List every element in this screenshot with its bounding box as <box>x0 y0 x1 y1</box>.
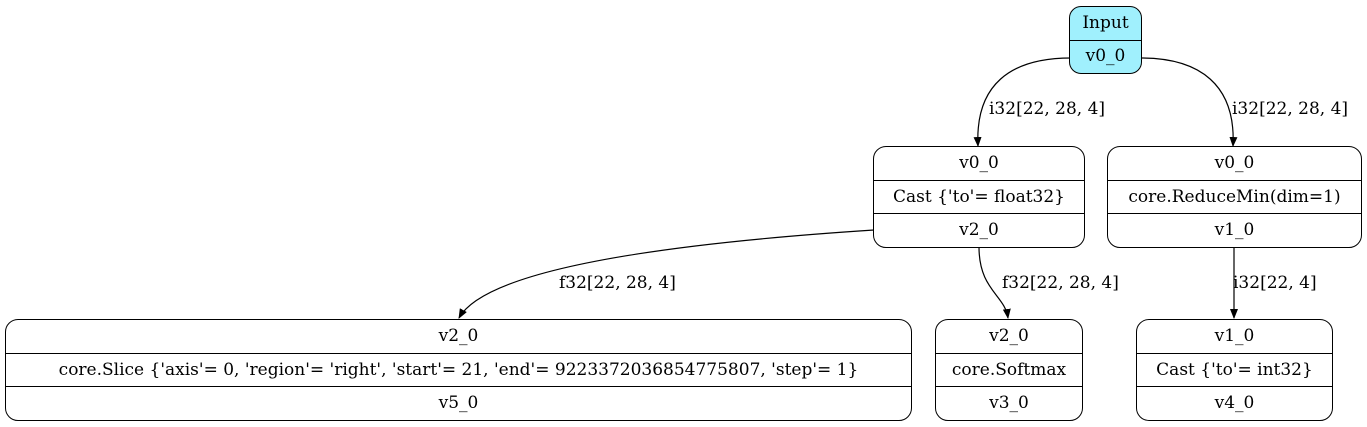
node-reducemin-output: v1_0 <box>1108 213 1361 247</box>
node-slice-op: core.Slice {'axis'= 0, 'region'= 'right'… <box>6 352 911 387</box>
edge-label-reducemin-to-cast: i32[22, 4] <box>1233 273 1317 293</box>
node-cast-float32-output: v2_0 <box>874 213 1084 247</box>
node-softmax-op: core.Softmax <box>936 352 1082 387</box>
node-reducemin[interactable]: v0_0 core.ReduceMin(dim=1) v1_0 <box>1107 146 1362 248</box>
edge-label-cast-to-softmax: f32[22, 28, 4] <box>1002 273 1119 293</box>
edge-label-input-to-reducemin: i32[22, 28, 4] <box>1232 99 1349 119</box>
node-cast-int32-input: v1_0 <box>1214 325 1255 346</box>
node-slice-output: v5_0 <box>6 386 911 420</box>
node-cast-int32-op: Cast {'to'= int32} <box>1137 352 1332 387</box>
node-cast-float32[interactable]: v0_0 Cast {'to'= float32} v2_0 <box>873 146 1085 248</box>
node-reducemin-input: v0_0 <box>1214 152 1255 173</box>
node-cast-int32-output: v4_0 <box>1137 386 1332 420</box>
edge-label-cast-to-slice: f32[22, 28, 4] <box>559 273 676 293</box>
node-softmax-output: v3_0 <box>936 386 1082 420</box>
edge-input-to-cast <box>973 57 1072 147</box>
node-cast-int32[interactable]: v1_0 Cast {'to'= int32} v4_0 <box>1136 319 1333 421</box>
edge-cast-to-slice <box>458 229 875 319</box>
node-softmax[interactable]: v2_0 core.Softmax v3_0 <box>935 319 1083 421</box>
node-softmax-input: v2_0 <box>989 325 1029 346</box>
node-input-output: v0_0 <box>1070 39 1141 74</box>
node-input-title: Input <box>1082 12 1129 33</box>
node-cast-float32-op: Cast {'to'= float32} <box>874 179 1084 214</box>
edge-label-input-to-cast: i32[22, 28, 4] <box>989 99 1106 119</box>
node-input[interactable]: Input v0_0 <box>1069 6 1142 74</box>
edge-cast-to-softmax <box>978 246 1011 319</box>
node-slice-input: v2_0 <box>438 325 479 346</box>
node-reducemin-op: core.ReduceMin(dim=1) <box>1108 179 1361 214</box>
node-cast-float32-input: v0_0 <box>959 152 999 173</box>
edge-input-to-reducemin <box>1140 57 1238 147</box>
node-slice[interactable]: v2_0 core.Slice {'axis'= 0, 'region'= 'r… <box>5 319 912 421</box>
